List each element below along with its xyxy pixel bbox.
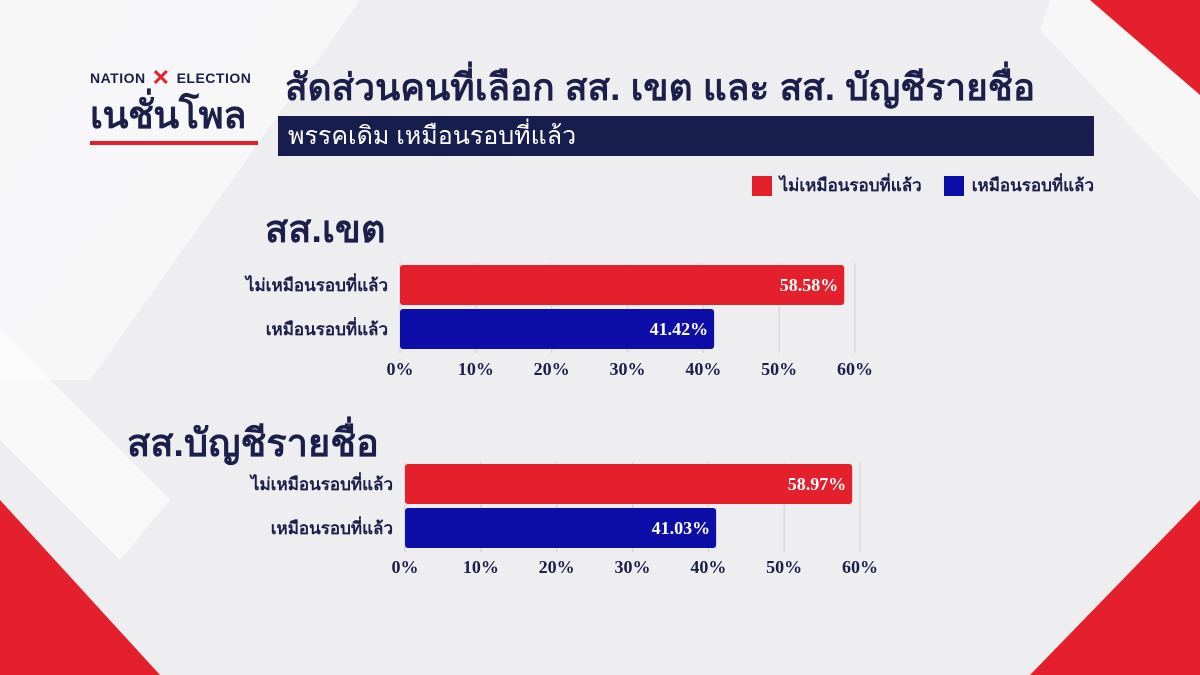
page-subtitle: พรรคเดิม เหมือนรอบที่แล้ว — [278, 116, 1094, 156]
bar — [405, 508, 717, 548]
logo-nationpoll-text: เนชั่นโพล — [90, 95, 246, 137]
category-label: เหมือนรอบที่แล้ว — [266, 317, 388, 339]
legend-item-not-same: ไม่เหมือนรอบที่แล้ว — [751, 172, 922, 199]
bar-value-label: 41.42% — [650, 319, 709, 339]
chart-title-district: สส.เขต — [265, 209, 386, 251]
category-label: ไม่เหมือนรอบที่แล้ว — [249, 472, 393, 494]
legend-item-same: เหมือนรอบที่แล้ว — [943, 172, 1094, 199]
x-tick-label: 40% — [685, 359, 721, 379]
legend-label-same: เหมือนรอบที่แล้ว — [971, 176, 1094, 195]
x-tick-label: 30% — [610, 359, 646, 379]
corner-accent-top-right — [1090, 0, 1200, 95]
category-label: ไม่เหมือนรอบที่แล้ว — [244, 273, 388, 295]
x-tick-label: 50% — [761, 359, 797, 379]
logo-top-row: NATION ✕ ELECTION — [90, 65, 262, 90]
x-tick-label: 30% — [615, 557, 651, 577]
x-tick-label: 20% — [534, 359, 570, 379]
logo-election-text: ELECTION — [176, 70, 252, 86]
x-tick-label: 60% — [837, 359, 873, 379]
legend-label-not-same: ไม่เหมือนรอบที่แล้ว — [779, 176, 922, 195]
bar-value-label: 58.97% — [788, 474, 847, 494]
x-tick-label: 20% — [539, 557, 575, 577]
logo-underline — [90, 141, 258, 145]
chart-title-party-list: สส.บัญชีรายชื่อ — [127, 423, 379, 465]
bar — [400, 265, 845, 305]
x-tick-label: 0% — [392, 557, 419, 577]
bar — [400, 309, 715, 349]
nation-election-logo: NATION ✕ ELECTION เนชั่นโพล — [90, 65, 262, 150]
legend-swatch-red — [751, 175, 772, 196]
x-tick-label: 10% — [463, 557, 499, 577]
legend-swatch-blue — [943, 175, 964, 196]
x-tick-label: 50% — [766, 557, 802, 577]
logo-nation-text: NATION — [90, 70, 146, 86]
logo-x-icon: ✕ — [151, 65, 171, 90]
x-tick-label: 0% — [387, 359, 414, 379]
category-label: เหมือนรอบที่แล้ว — [271, 516, 393, 538]
bar-value-label: 41.03% — [652, 518, 711, 538]
chart-legend: ไม่เหมือนรอบที่แล้ว เหมือนรอบที่แล้ว — [730, 172, 1094, 199]
bar-value-label: 58.58% — [780, 275, 839, 295]
x-tick-label: 40% — [690, 557, 726, 577]
page-title: สัดส่วนคนที่เลือก สส. เขต และ สส. บัญชีร… — [285, 67, 1036, 108]
x-tick-label: 60% — [842, 557, 878, 577]
corner-accent-bottom-left — [0, 500, 160, 675]
corner-accent-bottom-right — [1030, 500, 1200, 675]
bar — [405, 464, 853, 504]
x-tick-label: 10% — [458, 359, 494, 379]
